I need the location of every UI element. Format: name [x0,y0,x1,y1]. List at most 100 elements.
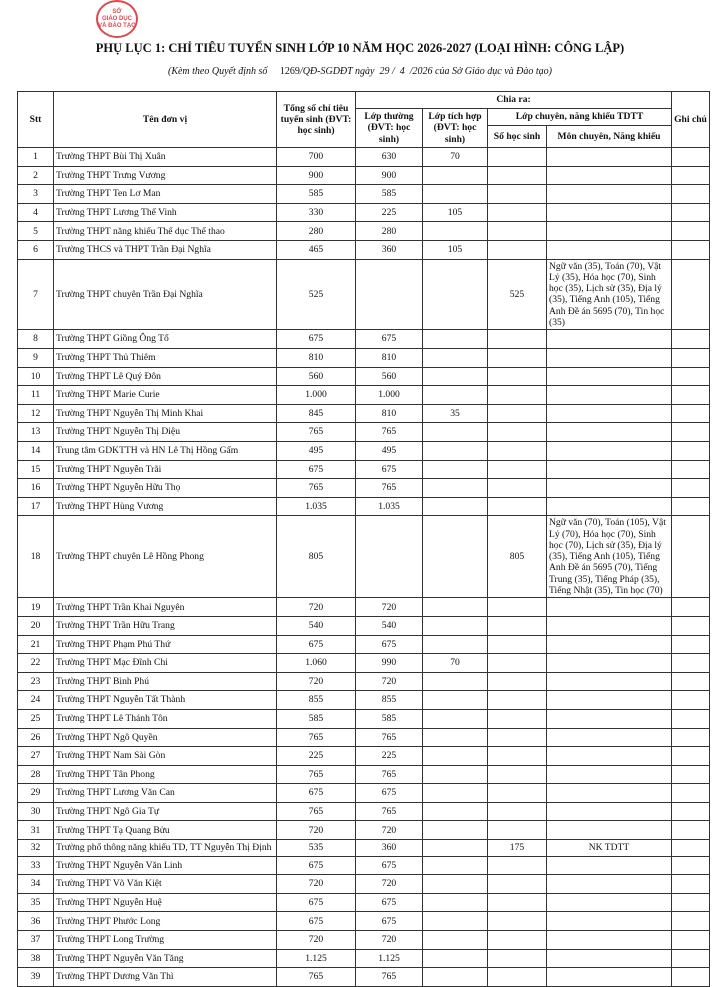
cell-spec-subjects: NK TDTT [546,839,672,857]
table-row: 35 Trường THPT Nguyễn Huệ 675 675 [17,892,710,913]
cell-name: Trường THPT Phạm Phú Thứ [53,634,277,655]
cell-regular: 280 [355,221,423,241]
cell-note [671,459,710,480]
cell-note [671,801,710,822]
cell-regular: 765 [355,801,423,822]
cell-name: Trường phổ thông năng khiếu TD, TT Nguyễ… [53,839,277,857]
cell-name: Trường THPT Nguyễn Thị Diệu [53,422,277,442]
cell-name: Trường THPT Hùng Vương [53,496,277,517]
cell-spec-subjects [546,948,672,969]
cell-spec-subjects [546,347,672,368]
cell-integrated [422,839,488,857]
cell-name: Trường THPT Nguyễn Văn Tăng [53,948,277,969]
cell-regular: 495 [355,440,423,461]
cell-integrated: 105 [422,202,488,223]
cell-spec-subjects [546,366,672,387]
table-row: 28 Trường THPT Tân Phong 765 765 [17,764,710,785]
cell-note [671,911,710,932]
cell-regular: 1.125 [355,948,423,969]
cell-total: 810 [276,347,356,368]
decision-day: 29 [379,66,390,77]
cell-name: Trường THPT Phước Long [53,911,277,932]
cell-spec-count [487,496,547,517]
cell-note [671,165,710,186]
cell-spec-subjects [546,221,672,241]
cell-integrated [422,221,488,241]
table-row: 1 Trường THPT Bùi Thị Xuân 700 630 70 [17,147,710,167]
cell-name: Trường THPT Thủ Thiêm [53,347,277,368]
cell-regular: 810 [355,403,423,424]
cell-note [671,597,710,617]
cell-name: Trường THPT Nguyễn Thị Minh Khai [53,403,277,424]
table-row: 37 Trường THPT Long Trường 720 720 [17,930,710,950]
cell-integrated [422,634,488,655]
cell-spec-subjects [546,422,672,442]
cell-name: Trường THPT Tạ Quang Bửu [53,820,277,841]
cell-stt: 27 [17,746,54,766]
cell-note [671,478,710,498]
cell-spec-count [487,820,547,841]
cell-note [671,422,710,442]
cell-stt: 4 [17,202,54,223]
cell-stt: 8 [17,329,54,349]
cell-spec-count [487,708,547,729]
table-row: 4 Trường THPT Lương Thế Vinh 330 225 105 [17,202,710,223]
cell-spec-count: 805 [487,515,547,599]
cell-total: 675 [276,329,356,349]
cell-name: Trường THPT Ngô Quyền [53,727,277,748]
cell-name: Trường THPT Long Trường [53,930,277,950]
cell-spec-subjects [546,239,672,260]
cell-note [671,403,710,424]
decision-month: 4 [399,66,405,77]
table-row: 25 Trường THPT Lê Thánh Tôn 585 585 [17,708,710,729]
cell-integrated [422,911,488,932]
cell-note [671,147,710,167]
cell-stt: 39 [17,967,54,987]
table-row: 6 Trường THCS và THPT Trần Đại Nghĩa 465 36… [17,239,710,260]
cell-regular: 675 [355,783,423,803]
cell-name: Trường THPT Lương Văn Can [53,783,277,803]
cell-regular: 360 [355,839,423,857]
cell-spec-count [487,347,547,368]
document-title: PHỤ LỤC 1: CHỈ TIÊU TUYỂN SINH LỚP 10 NĂ… [95,41,625,55]
cell-stt: 29 [17,783,54,803]
cell-total: 675 [276,892,356,913]
table-row: 17 Trường THPT Hùng Vương 1.035 1.035 [17,496,710,517]
cell-integrated [422,459,488,480]
cell-note [671,347,710,368]
cell-spec-count [487,184,547,204]
cell-note [671,258,710,331]
table-row: 23 Trường THPT Bình Phú 720 720 [17,671,710,692]
cell-note [671,855,710,876]
cell-total: 720 [276,930,356,950]
cell-total: 1.035 [276,496,356,517]
cell-total: 585 [276,708,356,729]
cell-spec-subjects [546,783,672,803]
cell-stt: 17 [17,496,54,517]
cell-name: Trường THPT Nam Sài Gòn [53,746,277,766]
cell-spec-count [487,422,547,442]
table-row: 10 Trường THPT Lê Quý Đôn 560 560 [17,366,710,387]
cell-regular: 720 [355,930,423,950]
table-row: 21 Trường THPT Phạm Phú Thứ 675 675 [17,634,710,655]
cell-integrated [422,930,488,950]
cell-spec-subjects [546,147,672,167]
cell-integrated [422,874,488,894]
cell-regular: 675 [355,855,423,876]
cell-spec-subjects [546,184,672,204]
cell-total: 330 [276,202,356,223]
cell-spec-count [487,930,547,950]
header-stt: Stt [17,91,54,148]
cell-name: Trường THPT Dương Văn Thì [53,967,277,987]
table-row: 15 Trường THPT Nguyễn Trãi 675 675 [17,459,710,480]
cell-stt: 1 [17,147,54,167]
cell-integrated: 70 [422,653,488,673]
cell-total: 675 [276,459,356,480]
cell-spec-count [487,239,547,260]
cell-stt: 9 [17,347,54,368]
cell-name: Trường THPT Nguyễn Huệ [53,892,277,913]
table-row: 29 Trường THPT Lương Văn Can 675 675 [17,783,710,803]
cell-integrated [422,440,488,461]
cell-stt: 6 [17,239,54,260]
cell-spec-count [487,746,547,766]
